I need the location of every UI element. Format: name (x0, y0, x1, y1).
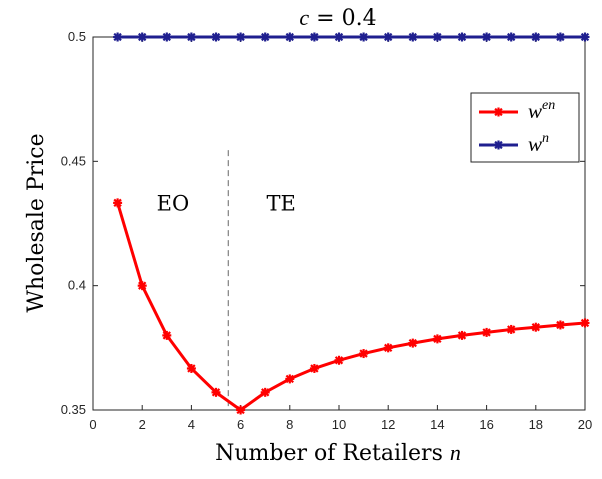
y-axis-ticks: 0.35 0.4 0.45 0.5 (61, 29, 585, 417)
x-tick-label: 16 (479, 417, 493, 432)
regime-annotations: EO TE (157, 191, 296, 215)
x-axis-label-text: Number of Retailers (215, 441, 450, 466)
data-point-wn (113, 32, 123, 42)
legend-label-superscript: en (542, 98, 555, 113)
x-axis-label: Number of Retailers n (215, 440, 461, 466)
legend-label-superscript: n (542, 131, 549, 146)
data-point-wn (531, 32, 541, 42)
legend-label-base: w (528, 99, 542, 123)
series-wen (113, 198, 590, 415)
legend-item-wen: wen (479, 98, 555, 123)
data-point-wen (211, 387, 221, 397)
data-point-wen (580, 318, 590, 328)
data-point-wen (113, 198, 123, 208)
data-point-wen (186, 363, 196, 373)
data-point-wn (137, 32, 147, 42)
legend-label-base: w (528, 132, 542, 156)
data-point-wn (359, 32, 369, 42)
x-axis-label-variable: n (450, 440, 461, 465)
data-point-wn (334, 32, 344, 42)
legend-marker (494, 107, 503, 117)
x-tick-label: 2 (139, 417, 146, 432)
data-point-wn (236, 32, 246, 42)
chart-title: c = 0.4 (299, 5, 376, 31)
x-tick-label: 8 (286, 417, 293, 432)
data-point-wen (236, 405, 246, 415)
data-point-wen (309, 363, 319, 373)
data-point-wen (285, 374, 295, 384)
data-point-wn (457, 32, 467, 42)
x-tick-label: 12 (381, 417, 395, 432)
data-point-wen (260, 387, 270, 397)
data-point-wn (162, 32, 172, 42)
y-tick-label: 0.45 (61, 153, 86, 168)
data-point-wn (383, 32, 393, 42)
x-tick-label: 4 (188, 417, 195, 432)
title-variable: c (299, 5, 309, 30)
legend-label: wn (528, 131, 549, 156)
data-point-wen (482, 327, 492, 337)
x-tick-label: 6 (237, 417, 244, 432)
series-layer (113, 32, 590, 415)
data-point-wen (334, 355, 344, 365)
x-tick-label: 18 (529, 417, 543, 432)
data-point-wn (555, 32, 565, 42)
data-point-wen (137, 281, 147, 291)
data-point-wn (408, 32, 418, 42)
title-value: = 0.4 (309, 6, 376, 31)
data-point-wn (309, 32, 319, 42)
series-line-wen (116, 202, 586, 412)
x-tick-label: 0 (89, 417, 96, 432)
data-point-wn (506, 32, 516, 42)
data-point-wen (432, 334, 442, 344)
data-point-wn (580, 32, 590, 42)
x-tick-label: 20 (578, 417, 592, 432)
data-point-wn (186, 32, 196, 42)
data-point-wen (506, 324, 516, 334)
data-point-wen (162, 330, 172, 340)
legend-marker (494, 140, 503, 150)
y-tick-label: 0.4 (68, 278, 86, 293)
legend-label: wen (528, 98, 555, 123)
data-point-wen (408, 338, 418, 348)
data-point-wn (260, 32, 270, 42)
series-wn (113, 32, 590, 42)
data-point-wen (383, 343, 393, 353)
annotation-eo: EO (157, 191, 190, 215)
data-point-wen (359, 349, 369, 359)
y-tick-label: 0.5 (68, 29, 86, 44)
x-tick-label: 10 (332, 417, 346, 432)
legend-item-wn: wn (479, 131, 549, 156)
data-point-wen (555, 320, 565, 330)
data-point-wen (457, 330, 467, 340)
data-point-wen (531, 322, 541, 332)
legend-box (470, 92, 580, 163)
y-axis-label: Wholesale Price (24, 133, 49, 312)
data-point-wn (432, 32, 442, 42)
annotation-te: TE (267, 191, 296, 215)
data-point-wn (285, 32, 295, 42)
data-point-wn (482, 32, 492, 42)
data-point-wn (211, 32, 221, 42)
x-tick-label: 14 (430, 417, 444, 432)
y-tick-label: 0.35 (61, 402, 86, 417)
